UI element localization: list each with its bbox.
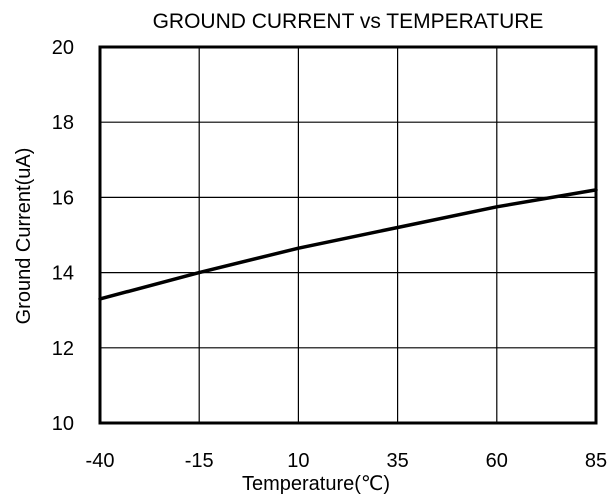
plot-area-frame xyxy=(98,45,598,425)
x-tick-label: 10 xyxy=(287,450,309,472)
y-tick-label: 20 xyxy=(52,37,74,59)
series-line xyxy=(98,188,598,301)
y-tick-label: 18 xyxy=(52,112,74,134)
series-layer xyxy=(98,188,598,301)
y-axis-label: Ground Current(uA) xyxy=(13,148,35,325)
y-tick-label: 14 xyxy=(52,263,74,285)
grid xyxy=(100,47,596,423)
tick-labels: -40 -15 10 35 60 85 10 12 14 16 18 20 xyxy=(52,37,607,472)
x-tick-label: -40 xyxy=(86,450,115,472)
x-tick-label: 60 xyxy=(486,450,508,472)
y-tick-label: 16 xyxy=(52,187,74,209)
y-tick-label: 12 xyxy=(52,338,74,360)
x-axis-label: Temperature(℃) xyxy=(242,473,390,495)
y-tick-label: 10 xyxy=(52,413,74,435)
x-tick-label: 35 xyxy=(386,450,408,472)
chart-title: GROUND CURRENT vs TEMPERATURE xyxy=(153,10,544,33)
x-tick-label: -15 xyxy=(185,450,214,472)
x-tick-label: 85 xyxy=(585,450,607,472)
